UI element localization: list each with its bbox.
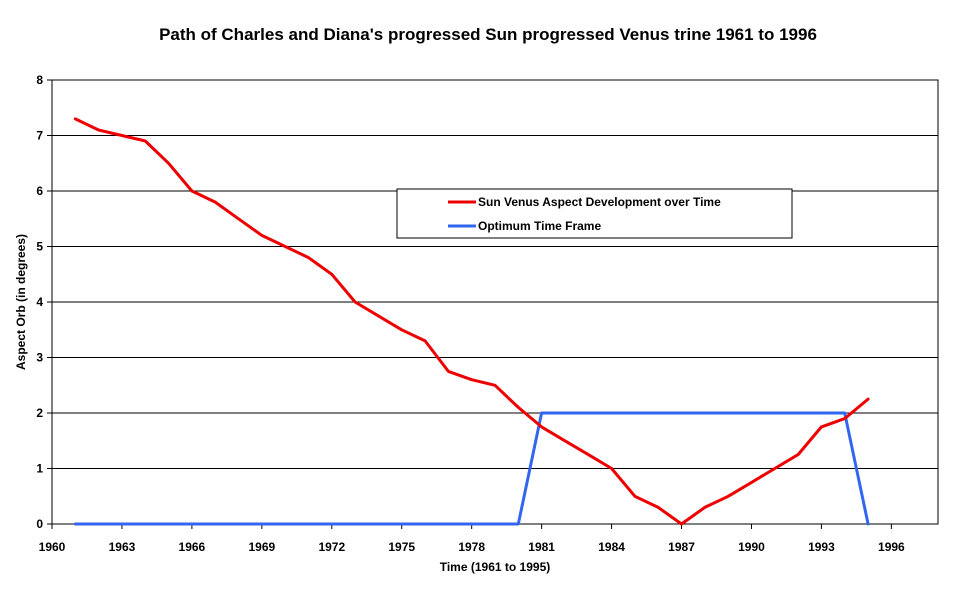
y-tick-label: 4 (36, 295, 43, 309)
chart-title: Path of Charles and Diana's progressed S… (159, 25, 817, 44)
y-axis: 0 1 2 3 4 5 6 7 8 (36, 73, 52, 531)
x-tick-label: 1990 (738, 540, 765, 554)
x-tick-label: 1972 (318, 540, 345, 554)
y-tick-label: 0 (36, 517, 43, 531)
x-tick-label: 1978 (458, 540, 485, 554)
x-tick-label: 1966 (179, 540, 206, 554)
x-tick-label: 1963 (109, 540, 136, 554)
legend-box (396, 188, 793, 239)
y-tick-label: 2 (36, 406, 43, 420)
gridlines (52, 79, 938, 525)
y-tick-label: 7 (36, 129, 43, 143)
y-tick-label: 3 (36, 351, 43, 365)
x-tick-label: 1981 (528, 540, 555, 554)
series-line-1 (73, 411, 870, 526)
x-tick-label: 1960 (39, 540, 66, 554)
x-tick-label: 1996 (878, 540, 905, 554)
x-tick-label: 1993 (808, 540, 835, 554)
legend-label-optimum: Optimum Time Frame (478, 219, 601, 233)
series-line-0 (73, 117, 870, 526)
y-axis-label: Aspect Orb (in degrees) (14, 234, 28, 370)
x-tick-label: 1987 (668, 540, 695, 554)
legend: Sun Venus Aspect Development over Time O… (396, 188, 793, 239)
y-tick-label: 5 (36, 240, 43, 254)
legend-label-sun-venus: Sun Venus Aspect Development over Time (478, 195, 721, 209)
series-group (73, 117, 870, 526)
y-tick-label: 6 (36, 184, 43, 198)
x-tick-label: 1984 (598, 540, 625, 554)
x-tick-label: 1969 (248, 540, 275, 554)
x-axis-label: Time (1961 to 1995) (440, 560, 551, 574)
y-tick-label: 1 (36, 462, 43, 476)
x-tick-label: 1975 (388, 540, 415, 554)
x-axis: 1960 1963 1966 1969 1972 1975 1978 1981 1984 1987… (39, 524, 905, 554)
y-tick-label: 8 (36, 73, 43, 87)
